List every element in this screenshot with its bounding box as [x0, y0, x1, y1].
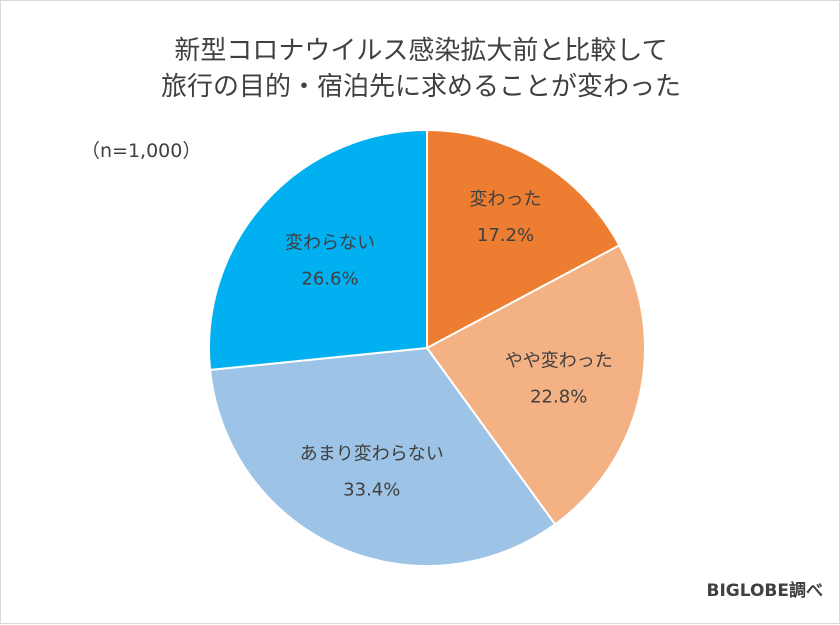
pie-slice: [208, 128, 428, 371]
source-credit: BIGLOBE調べ: [706, 581, 824, 601]
pie-slice: [425, 244, 646, 526]
slice-value-label: 22.8%: [530, 386, 587, 407]
chart-title-line-1: 新型コロナウイルス感染拡大前と比較して: [174, 36, 668, 66]
chart-title: 新型コロナウイルス感染拡大前と比較して 旅行の目的・宿泊先に求めることが変わった: [1, 33, 840, 105]
pie-slice: [209, 346, 557, 567]
pie-slice: [426, 128, 621, 350]
slice-value-label: 17.2%: [477, 225, 534, 246]
chart-title-line-2: 旅行の目的・宿泊先に求めることが変わった: [160, 72, 681, 102]
slice-value-label: 33.4%: [343, 479, 400, 500]
slice-value-label: 26.6%: [301, 268, 358, 289]
slice-category-label: 変わった: [470, 189, 542, 210]
slice-category-label: 変わらない: [285, 232, 375, 253]
slice-category-label: あまり変わらない: [300, 443, 444, 464]
slice-category-label: やや変わった: [505, 350, 613, 371]
sample-size-note: （n=1,000）: [81, 140, 202, 162]
